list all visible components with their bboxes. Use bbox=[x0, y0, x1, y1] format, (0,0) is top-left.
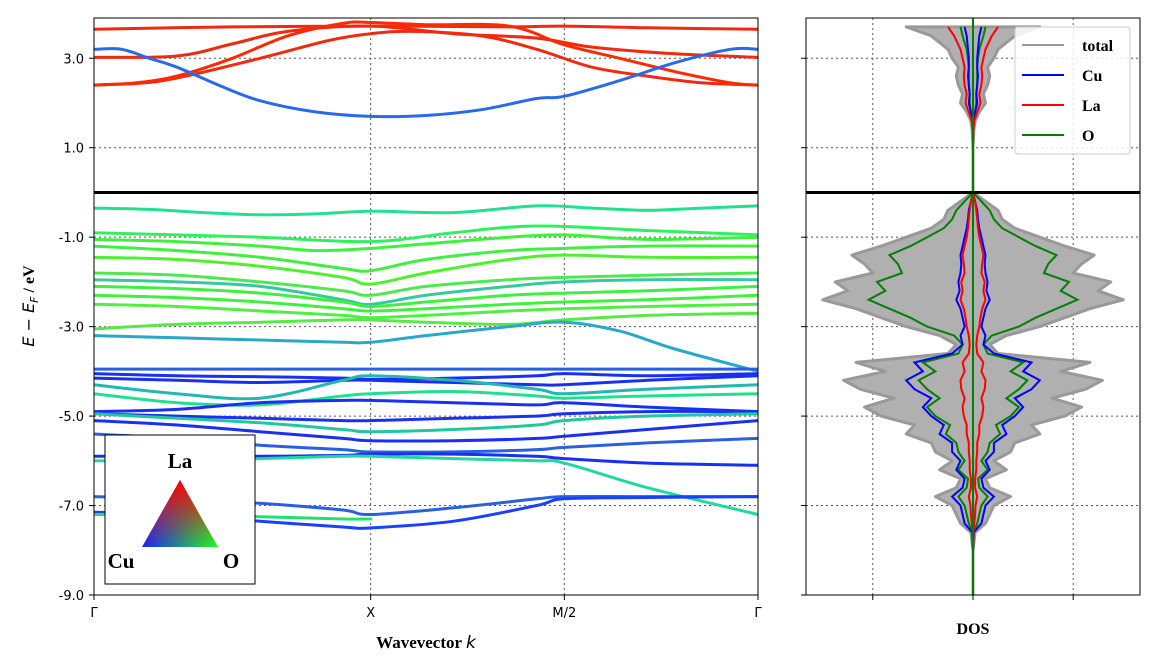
band-y-tick-label: -5.0 bbox=[59, 410, 84, 425]
dos-ticks bbox=[801, 57, 1074, 600]
band-line bbox=[94, 302, 758, 320]
band-line bbox=[94, 244, 758, 273]
band-y-tick-label: 3.0 bbox=[63, 52, 84, 67]
band-y-ticks: 3.0 1.0 -1.0 -3.0 -5.0 -7.0 -9.0 bbox=[59, 52, 94, 604]
band-y-tick-label: 1.0 bbox=[63, 142, 84, 157]
legend-label-total: total bbox=[1082, 38, 1114, 55]
dos-legend-box bbox=[1014, 26, 1131, 155]
dos-panel: DOS total Cu La O bbox=[801, 17, 1141, 638]
x-axis-label: Wavevector k bbox=[376, 633, 477, 653]
band-line bbox=[94, 374, 758, 387]
band-line bbox=[94, 398, 758, 414]
band-lines bbox=[94, 20, 758, 530]
band-line bbox=[94, 374, 758, 401]
band-line bbox=[94, 419, 758, 443]
band-line bbox=[94, 320, 758, 373]
band-line bbox=[94, 412, 758, 434]
dos-cu-curve-right bbox=[972, 26, 1042, 595]
band-line bbox=[94, 278, 758, 306]
ternary-triangle-la bbox=[142, 480, 218, 547]
dos-x-axis-label: DOS bbox=[957, 621, 990, 638]
dos-legend: total Cu La O bbox=[1014, 26, 1131, 155]
band-y-tick-label: -9.0 bbox=[59, 589, 84, 604]
band-y-tick-label: -1.0 bbox=[59, 231, 84, 246]
ternary-color-legend: La Cu O bbox=[104, 434, 256, 585]
band-frame bbox=[93, 17, 759, 596]
band-y-tick-label: -7.0 bbox=[59, 500, 84, 515]
ternary-label-o: O bbox=[223, 549, 239, 573]
dos-la-curve-right bbox=[972, 26, 999, 595]
band-structure-panel: 3.0 1.0 -1.0 -3.0 -5.0 -7.0 -9.0 Γ X M/2 Γ E − EF… bbox=[19, 17, 762, 653]
band-line bbox=[94, 20, 758, 87]
ternary-label-la: La bbox=[168, 449, 193, 473]
band-x-tick-label: M/2 bbox=[552, 606, 576, 621]
band-line bbox=[94, 293, 758, 313]
band-line bbox=[94, 253, 758, 286]
band-line bbox=[94, 284, 758, 309]
y-axis-label: E − EF / eV bbox=[19, 265, 41, 347]
legend-label-la: La bbox=[1082, 98, 1101, 115]
band-line bbox=[94, 29, 758, 87]
band-line bbox=[94, 311, 758, 331]
band-y-tick-label: -3.0 bbox=[59, 321, 84, 336]
band-line bbox=[94, 224, 758, 244]
band-x-tick-label: Γ bbox=[90, 606, 98, 621]
band-line bbox=[94, 271, 758, 297]
band-x-tick-label: X bbox=[366, 606, 375, 621]
band-line bbox=[94, 389, 758, 407]
dos-cu-curve-left bbox=[904, 26, 974, 595]
dos-la-curve-left bbox=[947, 26, 974, 595]
band-x-tick-label: Γ bbox=[754, 606, 762, 621]
band-line bbox=[94, 233, 758, 253]
band-line bbox=[94, 204, 758, 217]
legend-label-cu: Cu bbox=[1082, 68, 1103, 85]
band-line bbox=[94, 24, 758, 31]
legend-label-o: O bbox=[1082, 128, 1094, 145]
ternary-label-cu: Cu bbox=[108, 549, 135, 573]
dos-curves bbox=[806, 18, 1140, 595]
band-line bbox=[94, 409, 758, 423]
band-x-ticks: Γ X M/2 Γ bbox=[90, 595, 762, 621]
band-line bbox=[94, 46, 758, 119]
